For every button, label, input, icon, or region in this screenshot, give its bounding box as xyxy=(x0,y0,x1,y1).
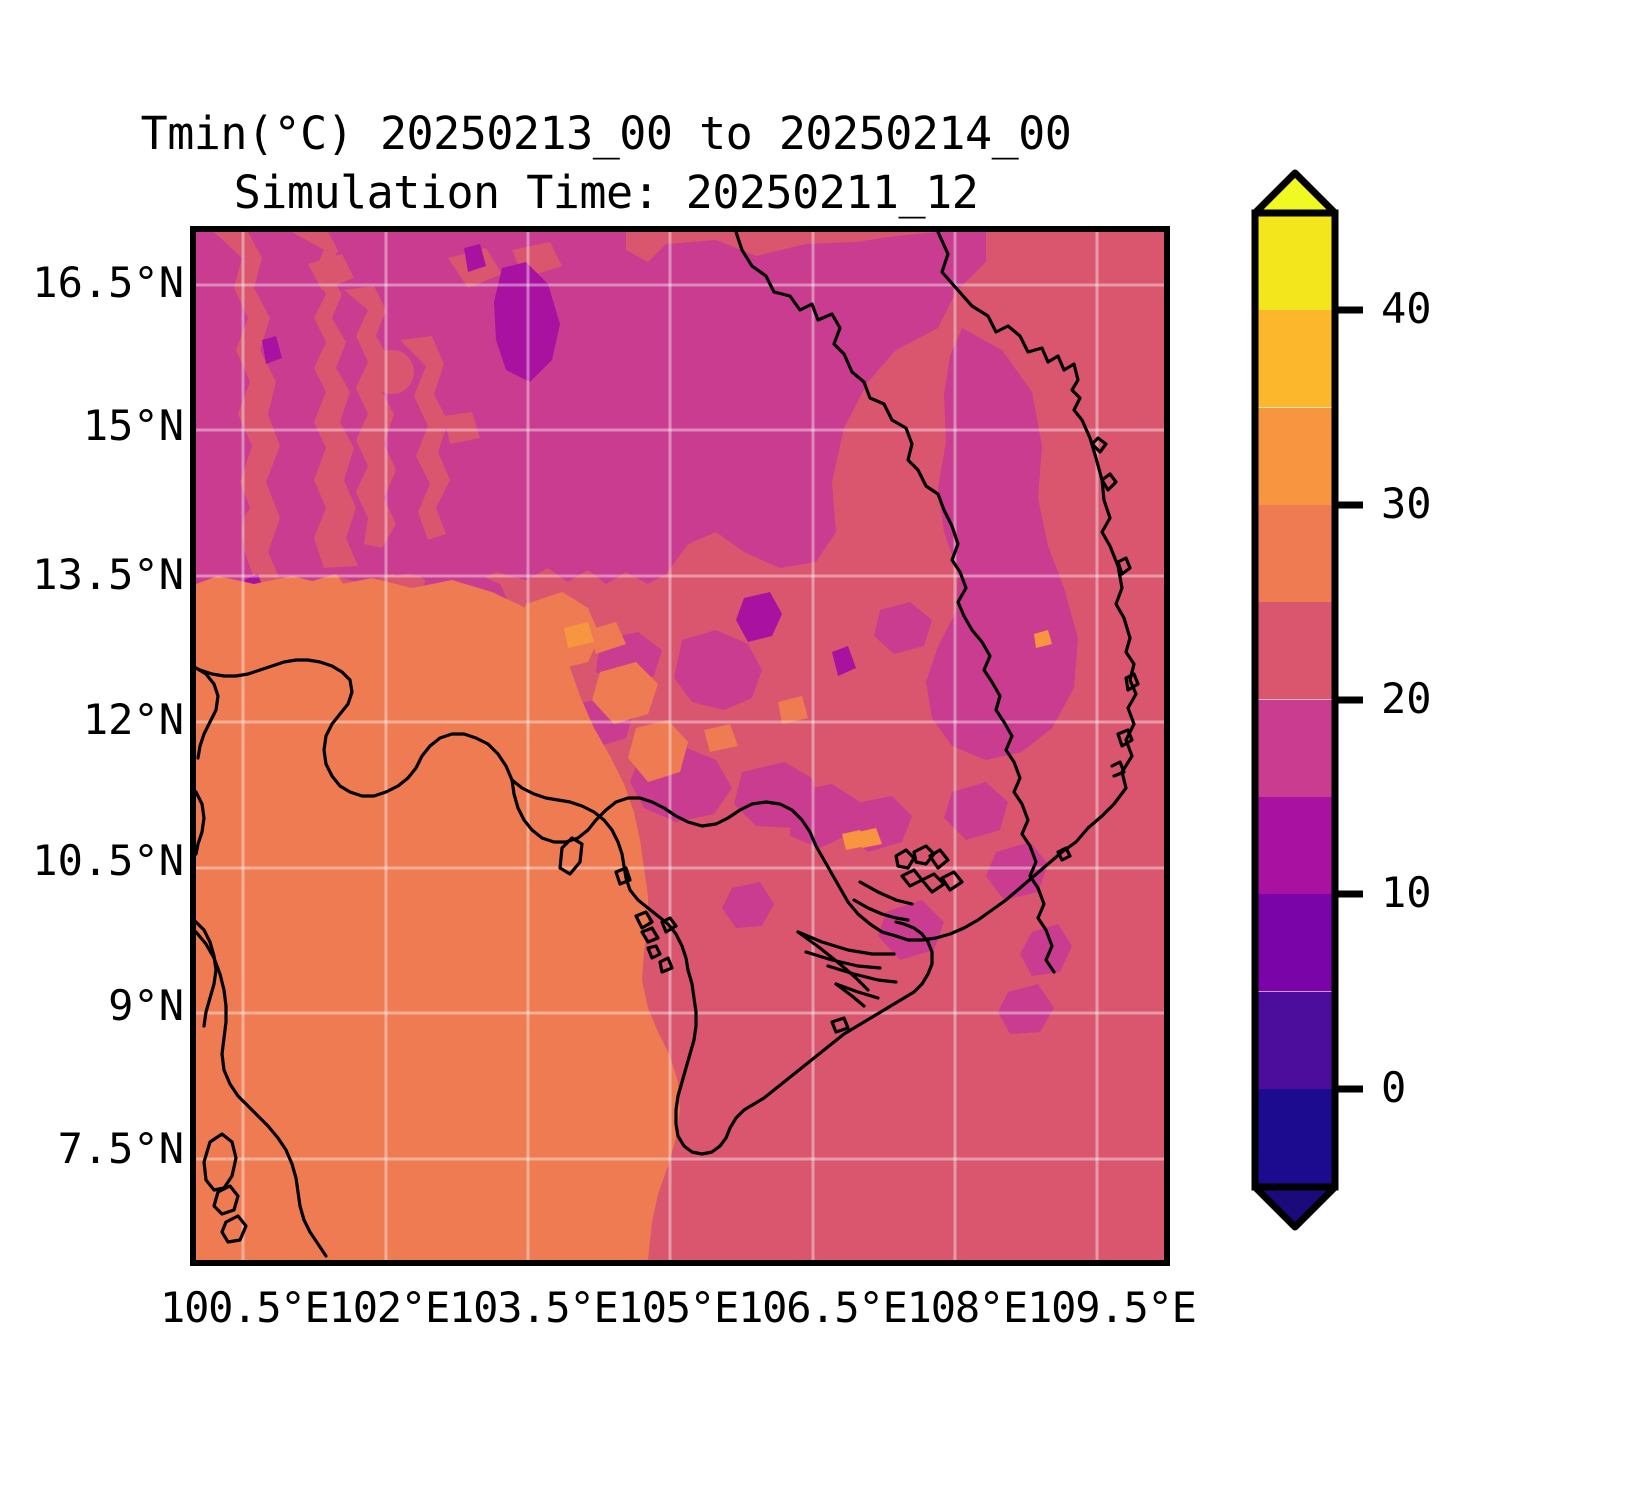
xtick-label-row: 100.5°E102°E103.5°E105°E106.5°E108°E109.… xyxy=(160,1283,1197,1332)
colorbar-over-arrow xyxy=(1251,169,1339,217)
ytick-label-13-5N: 13.5°N xyxy=(32,550,184,599)
colorbar-label-30: 30 xyxy=(1381,479,1432,528)
ytick-label-12N: 12°N xyxy=(82,695,184,744)
colorbar-band-5-10 xyxy=(1255,894,1335,992)
colorbar-band-10-15 xyxy=(1255,797,1335,895)
colorbar-band-15-20 xyxy=(1255,700,1335,798)
colorbar-band-0-5 xyxy=(1255,992,1335,1090)
colorbar-band-35-40 xyxy=(1255,310,1335,408)
colorbar-label-20: 20 xyxy=(1381,674,1432,723)
band-10-15 xyxy=(244,244,856,676)
colorbar-label-0: 0 xyxy=(1381,1063,1407,1112)
coastline-overlay xyxy=(196,232,1140,1258)
band-30-35 xyxy=(564,622,1052,850)
colorbar-bands xyxy=(1255,213,1335,1187)
ytick-label-9N: 9°N xyxy=(108,981,184,1030)
colorbar-label-10: 10 xyxy=(1381,868,1432,917)
colorbar-band-30-35 xyxy=(1255,408,1335,506)
band-15-20 xyxy=(196,232,986,592)
band-25-30 xyxy=(196,576,688,1260)
colorbar-under-arrow xyxy=(1251,1183,1339,1231)
map-plot-area xyxy=(190,226,1170,1266)
colorbar-outline xyxy=(1251,209,1339,1191)
map-canvas xyxy=(196,232,1164,1260)
colorbar-svg xyxy=(1251,169,1363,1231)
colorbar: 40 30 20 10 0 xyxy=(1233,165,1433,1285)
page-title: Tmin(°C) 20250213_00 to 20250214_00 Simu… xyxy=(0,104,1212,223)
temperature-contour-map xyxy=(196,232,1164,1260)
colorbar-band-25-30 xyxy=(1255,505,1335,603)
colorbar-ticks xyxy=(1335,306,1363,1093)
colorbar-band-20-25 xyxy=(1255,602,1335,700)
title-line-2: Simulation Time: 20250211_12 xyxy=(233,166,979,220)
colorbar-label-40: 40 xyxy=(1381,284,1432,333)
ytick-label-10-5N: 10.5°N xyxy=(32,836,184,885)
ytick-label-16-5N: 16.5°N xyxy=(32,258,184,307)
band-25-30-inland xyxy=(300,574,808,752)
title-line-1: Tmin(°C) 20250213_00 to 20250214_00 xyxy=(140,107,1072,160)
ytick-label-7-5N: 7.5°N xyxy=(57,1124,184,1173)
colorbar-band-minus5-0 xyxy=(1255,1089,1335,1187)
ytick-label-15N: 15°N xyxy=(82,401,184,450)
colorbar-band-40-45 xyxy=(1255,213,1335,311)
